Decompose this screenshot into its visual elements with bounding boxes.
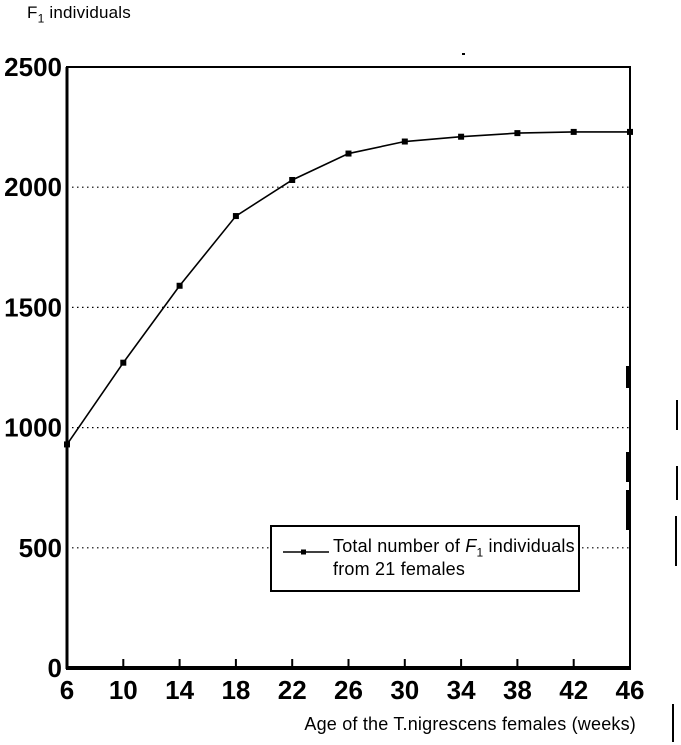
legend-text-subscript: 1 [476, 545, 484, 560]
data-point [345, 150, 352, 157]
scan-artifact [675, 516, 677, 566]
scan-artifact [676, 400, 678, 430]
data-point [458, 133, 465, 140]
data-point [570, 128, 577, 135]
scan-artifact [462, 53, 465, 55]
scan-artifact [626, 366, 630, 388]
x-tick-label: 30 [390, 675, 419, 705]
y-tick-label: 1000 [4, 413, 62, 443]
x-tick-label: 38 [503, 675, 532, 705]
y-axis-title-prefix: F [27, 3, 38, 22]
y-axis-title: F1 individuals [27, 3, 131, 26]
scan-artifact [672, 704, 674, 742]
data-point [514, 130, 521, 137]
y-axis-title-rest: individuals [44, 3, 131, 22]
y-tick-label: 2500 [4, 52, 62, 82]
legend-sample-marker [301, 549, 306, 555]
legend-marker-line [283, 549, 329, 555]
legend-label-line1: Total number of F1 individuals [333, 535, 575, 560]
legend: Total number of F1 individuals from 21 f… [270, 525, 580, 592]
legend-text-prefix: Total number of [333, 536, 466, 556]
scan-artifact [626, 452, 629, 482]
y-tick-label: 1500 [4, 292, 62, 322]
x-axis-title: Age of the T.nigrescens females (weeks) [304, 714, 636, 734]
data-point [64, 441, 70, 448]
y-tick-label: 500 [19, 533, 62, 563]
x-tick-label: 34 [447, 675, 476, 705]
x-tick-label: 42 [559, 675, 588, 705]
legend-label-line2: from 21 females [333, 559, 466, 579]
legend-text-rest: individuals [483, 536, 575, 556]
x-tick-label: 10 [109, 675, 138, 705]
data-point [232, 213, 239, 220]
scan-artifact [626, 490, 630, 530]
legend-text-f: F [465, 536, 477, 556]
data-point [401, 138, 408, 145]
y-tick-label: 0 [48, 653, 62, 683]
x-tick-label: 46 [616, 675, 645, 705]
x-tick-label: 6 [60, 675, 74, 705]
x-tick-label: 18 [221, 675, 250, 705]
legend-label: Total number of F1 individuals from 21 f… [333, 535, 575, 581]
data-point [627, 128, 633, 135]
y-axis-title-subscript: 1 [37, 11, 45, 26]
data-line [66, 131, 630, 445]
x-tick-label: 14 [165, 675, 194, 705]
data-point [176, 282, 183, 289]
y-tick-label: 2000 [4, 172, 62, 202]
data-point [289, 176, 296, 183]
x-tick-label: 22 [278, 675, 307, 705]
scan-artifact [676, 466, 678, 500]
x-tick-label: 26 [334, 675, 363, 705]
data-point [120, 359, 127, 366]
